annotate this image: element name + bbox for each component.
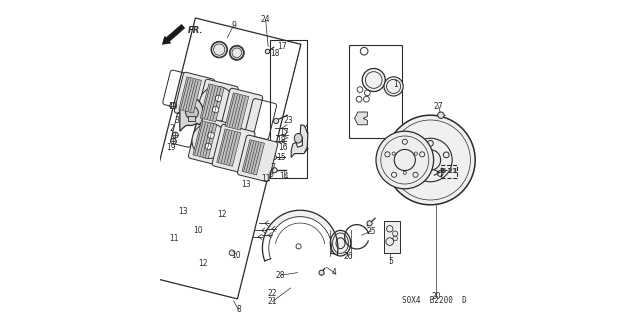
FancyBboxPatch shape [174,72,215,120]
Text: 10: 10 [231,252,241,260]
Circle shape [173,132,178,138]
Polygon shape [384,221,400,253]
Text: 28: 28 [276,271,285,280]
Text: 24: 24 [260,15,271,24]
Circle shape [272,168,277,173]
Circle shape [170,103,175,108]
FancyBboxPatch shape [196,79,238,129]
Text: 10: 10 [193,226,203,235]
Text: 17: 17 [276,42,287,51]
Circle shape [205,143,211,149]
Polygon shape [355,112,367,125]
Circle shape [272,155,276,160]
Text: 26: 26 [343,252,353,261]
Text: B-21: B-21 [440,168,458,174]
FancyBboxPatch shape [225,93,249,130]
Text: 14: 14 [279,172,289,181]
Text: 3: 3 [174,116,179,125]
FancyBboxPatch shape [220,88,263,137]
FancyBboxPatch shape [179,77,202,113]
Circle shape [265,49,270,54]
Text: B-21: B-21 [440,168,458,174]
Text: 5: 5 [388,257,393,266]
Circle shape [170,139,177,144]
Circle shape [199,86,235,122]
Text: 21: 21 [268,297,277,306]
Polygon shape [180,99,204,131]
Text: 13: 13 [241,180,251,188]
Text: 15: 15 [276,153,286,162]
Text: 12: 12 [217,210,227,219]
FancyBboxPatch shape [200,84,224,122]
Circle shape [192,123,227,158]
Circle shape [229,250,235,256]
FancyBboxPatch shape [212,124,255,173]
FancyBboxPatch shape [188,116,195,121]
Text: 16: 16 [278,143,288,152]
Ellipse shape [294,133,302,143]
Text: 22: 22 [268,289,277,298]
FancyBboxPatch shape [237,135,278,182]
Text: 7: 7 [270,163,275,172]
Text: 11: 11 [261,174,270,183]
Text: 17: 17 [279,128,289,137]
Text: 6: 6 [269,170,274,179]
Text: 4: 4 [332,268,337,277]
Text: 13: 13 [178,207,188,216]
Circle shape [208,132,214,139]
Text: 19: 19 [166,143,176,152]
Text: S0X4  B2200  D: S0X4 B2200 D [403,296,467,305]
Text: 2: 2 [170,124,175,132]
Circle shape [212,106,219,113]
FancyBboxPatch shape [188,116,231,165]
Circle shape [274,118,279,124]
Text: B-21: B-21 [440,168,458,174]
Text: 1: 1 [393,80,397,89]
FancyArrow shape [163,24,184,44]
Text: 20: 20 [431,292,441,301]
Ellipse shape [330,230,351,256]
Circle shape [438,112,444,118]
Text: 8: 8 [236,305,241,314]
Text: FR.: FR. [188,26,204,35]
Text: 9: 9 [231,21,236,30]
Circle shape [367,221,372,226]
Text: 23: 23 [283,116,293,124]
Text: 25: 25 [366,227,376,236]
Text: 11: 11 [170,234,179,243]
Ellipse shape [230,46,244,60]
Text: 27: 27 [433,102,444,111]
Ellipse shape [362,68,385,92]
Circle shape [385,115,475,205]
Text: 12: 12 [198,259,208,268]
Circle shape [376,131,434,189]
Polygon shape [291,125,308,157]
Circle shape [319,270,324,275]
Ellipse shape [384,77,403,96]
Circle shape [215,95,221,102]
Text: 19: 19 [168,102,178,111]
Text: 18: 18 [271,49,280,58]
FancyBboxPatch shape [242,140,264,175]
Text: 18: 18 [276,136,285,145]
FancyBboxPatch shape [217,129,241,166]
FancyBboxPatch shape [193,121,217,159]
Ellipse shape [211,42,227,57]
Circle shape [186,106,198,119]
